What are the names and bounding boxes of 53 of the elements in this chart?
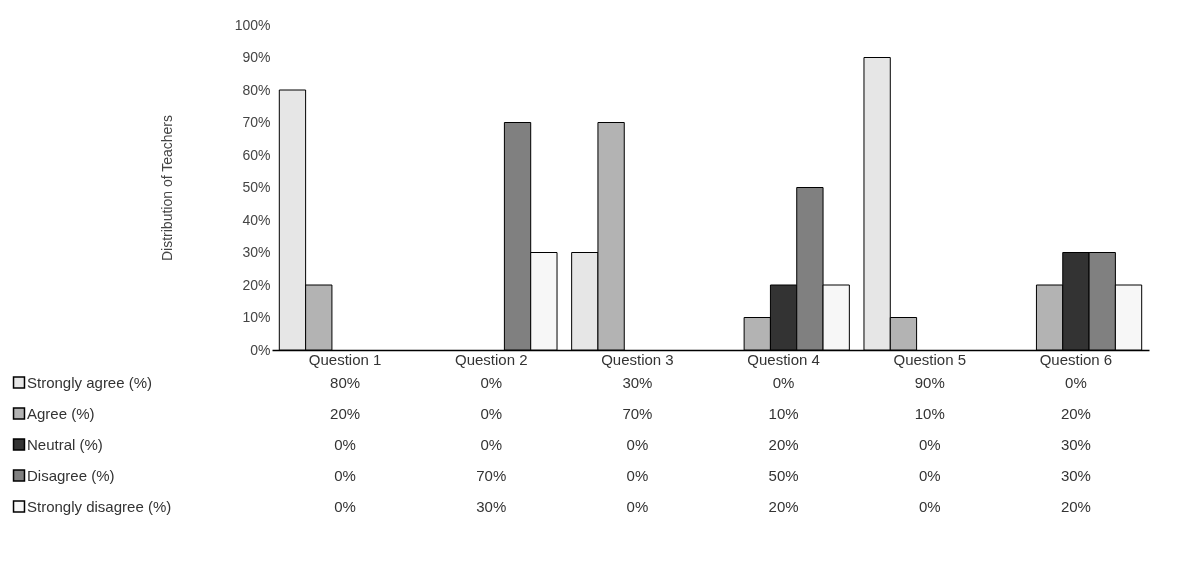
data-label: 80%: [330, 373, 361, 391]
y-tick-label: 40%: [242, 211, 271, 228]
x-tick-label: Question 1: [308, 350, 382, 368]
data-label: 90%: [914, 373, 945, 391]
data-label: 20%: [768, 435, 799, 453]
legend-label: Strongly agree (%): [27, 373, 153, 391]
data-label: 0%: [626, 497, 649, 515]
data-label: 20%: [1060, 497, 1091, 515]
y-axis-title: Distribution of Teachers: [158, 114, 175, 262]
data-label: 0%: [334, 497, 356, 515]
data-label: 0%: [772, 373, 795, 391]
y-tick-label: 0%: [250, 341, 271, 358]
legend-label: Neutral (%): [27, 435, 103, 453]
x-tick-label: Question 6: [1039, 350, 1113, 368]
data-label: 0%: [918, 466, 941, 484]
legend-label: Strongly disagree (%): [27, 497, 172, 515]
y-tick-label: 90%: [242, 49, 271, 65]
x-tick-label: Question 2: [454, 350, 528, 368]
data-label: 30%: [1060, 435, 1091, 453]
y-tick-label: 20%: [242, 276, 271, 293]
y-tick-label: 50%: [242, 179, 271, 195]
data-label: 0%: [480, 404, 503, 422]
data-label: 70%: [476, 466, 507, 484]
data-label: 20%: [330, 404, 361, 422]
data-label: 0%: [334, 466, 356, 484]
data-label: 0%: [626, 435, 649, 453]
data-label: 0%: [480, 373, 503, 391]
data-label: 0%: [334, 435, 356, 453]
y-tick-label: 10%: [242, 309, 271, 325]
legend-label: Agree (%): [27, 404, 95, 422]
x-tick-label: Question 4: [747, 350, 820, 368]
data-label: 0%: [480, 435, 503, 453]
data-label: 30%: [1060, 466, 1091, 484]
y-tick-label: 30%: [242, 244, 271, 260]
data-label: 0%: [918, 497, 941, 515]
y-tick-label: 80%: [242, 81, 271, 98]
y-tick-label: 70%: [242, 114, 271, 130]
data-label: 30%: [476, 497, 507, 515]
y-tick-label: 60%: [242, 146, 271, 163]
data-label: 50%: [768, 466, 799, 484]
legend-label: Disagree (%): [27, 466, 115, 484]
x-tick-label: Question 3: [601, 350, 674, 368]
data-label: 0%: [918, 435, 941, 453]
y-tick-label: 100%: [234, 16, 271, 33]
data-label: 20%: [768, 497, 799, 515]
data-label: 30%: [622, 373, 653, 391]
x-tick-label: Question 5: [893, 350, 967, 368]
data-label: 70%: [622, 404, 653, 422]
data-label: 0%: [1065, 373, 1087, 391]
data-label: 10%: [768, 404, 799, 422]
data-label: 0%: [626, 466, 649, 484]
data-label: 10%: [914, 404, 945, 422]
data-label: 20%: [1060, 404, 1091, 422]
